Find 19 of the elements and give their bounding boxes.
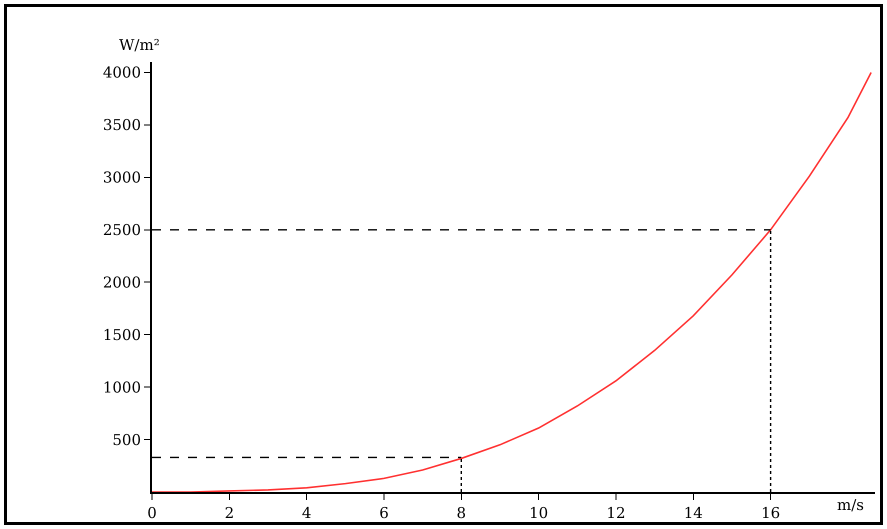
y-axis-title: W/m² <box>119 36 160 54</box>
x-axis-title: m/s <box>837 496 864 514</box>
y-tick-label: 1500 <box>102 326 141 344</box>
x-tick-label: 2 <box>224 504 234 522</box>
x-tick-label: 4 <box>302 504 312 522</box>
x-tick-label: 12 <box>606 504 626 522</box>
x-tick-label: 14 <box>684 504 703 522</box>
x-tick-label: 6 <box>379 504 389 522</box>
y-tick-label: 2500 <box>102 221 141 240</box>
x-tick-label: 16 <box>761 504 780 522</box>
y-tick-label: 3500 <box>102 116 141 134</box>
y-tick-label: 2000 <box>102 273 141 292</box>
x-tick-label: 0 <box>147 504 157 522</box>
y-tick-label: 500 <box>112 430 141 449</box>
x-tick-label: 10 <box>529 504 548 522</box>
x-tick-label: 8 <box>456 504 466 522</box>
y-tick-label: 3000 <box>102 168 141 187</box>
y-tick-label: 4000 <box>102 64 141 82</box>
y-tick-label: 1000 <box>102 378 141 396</box>
